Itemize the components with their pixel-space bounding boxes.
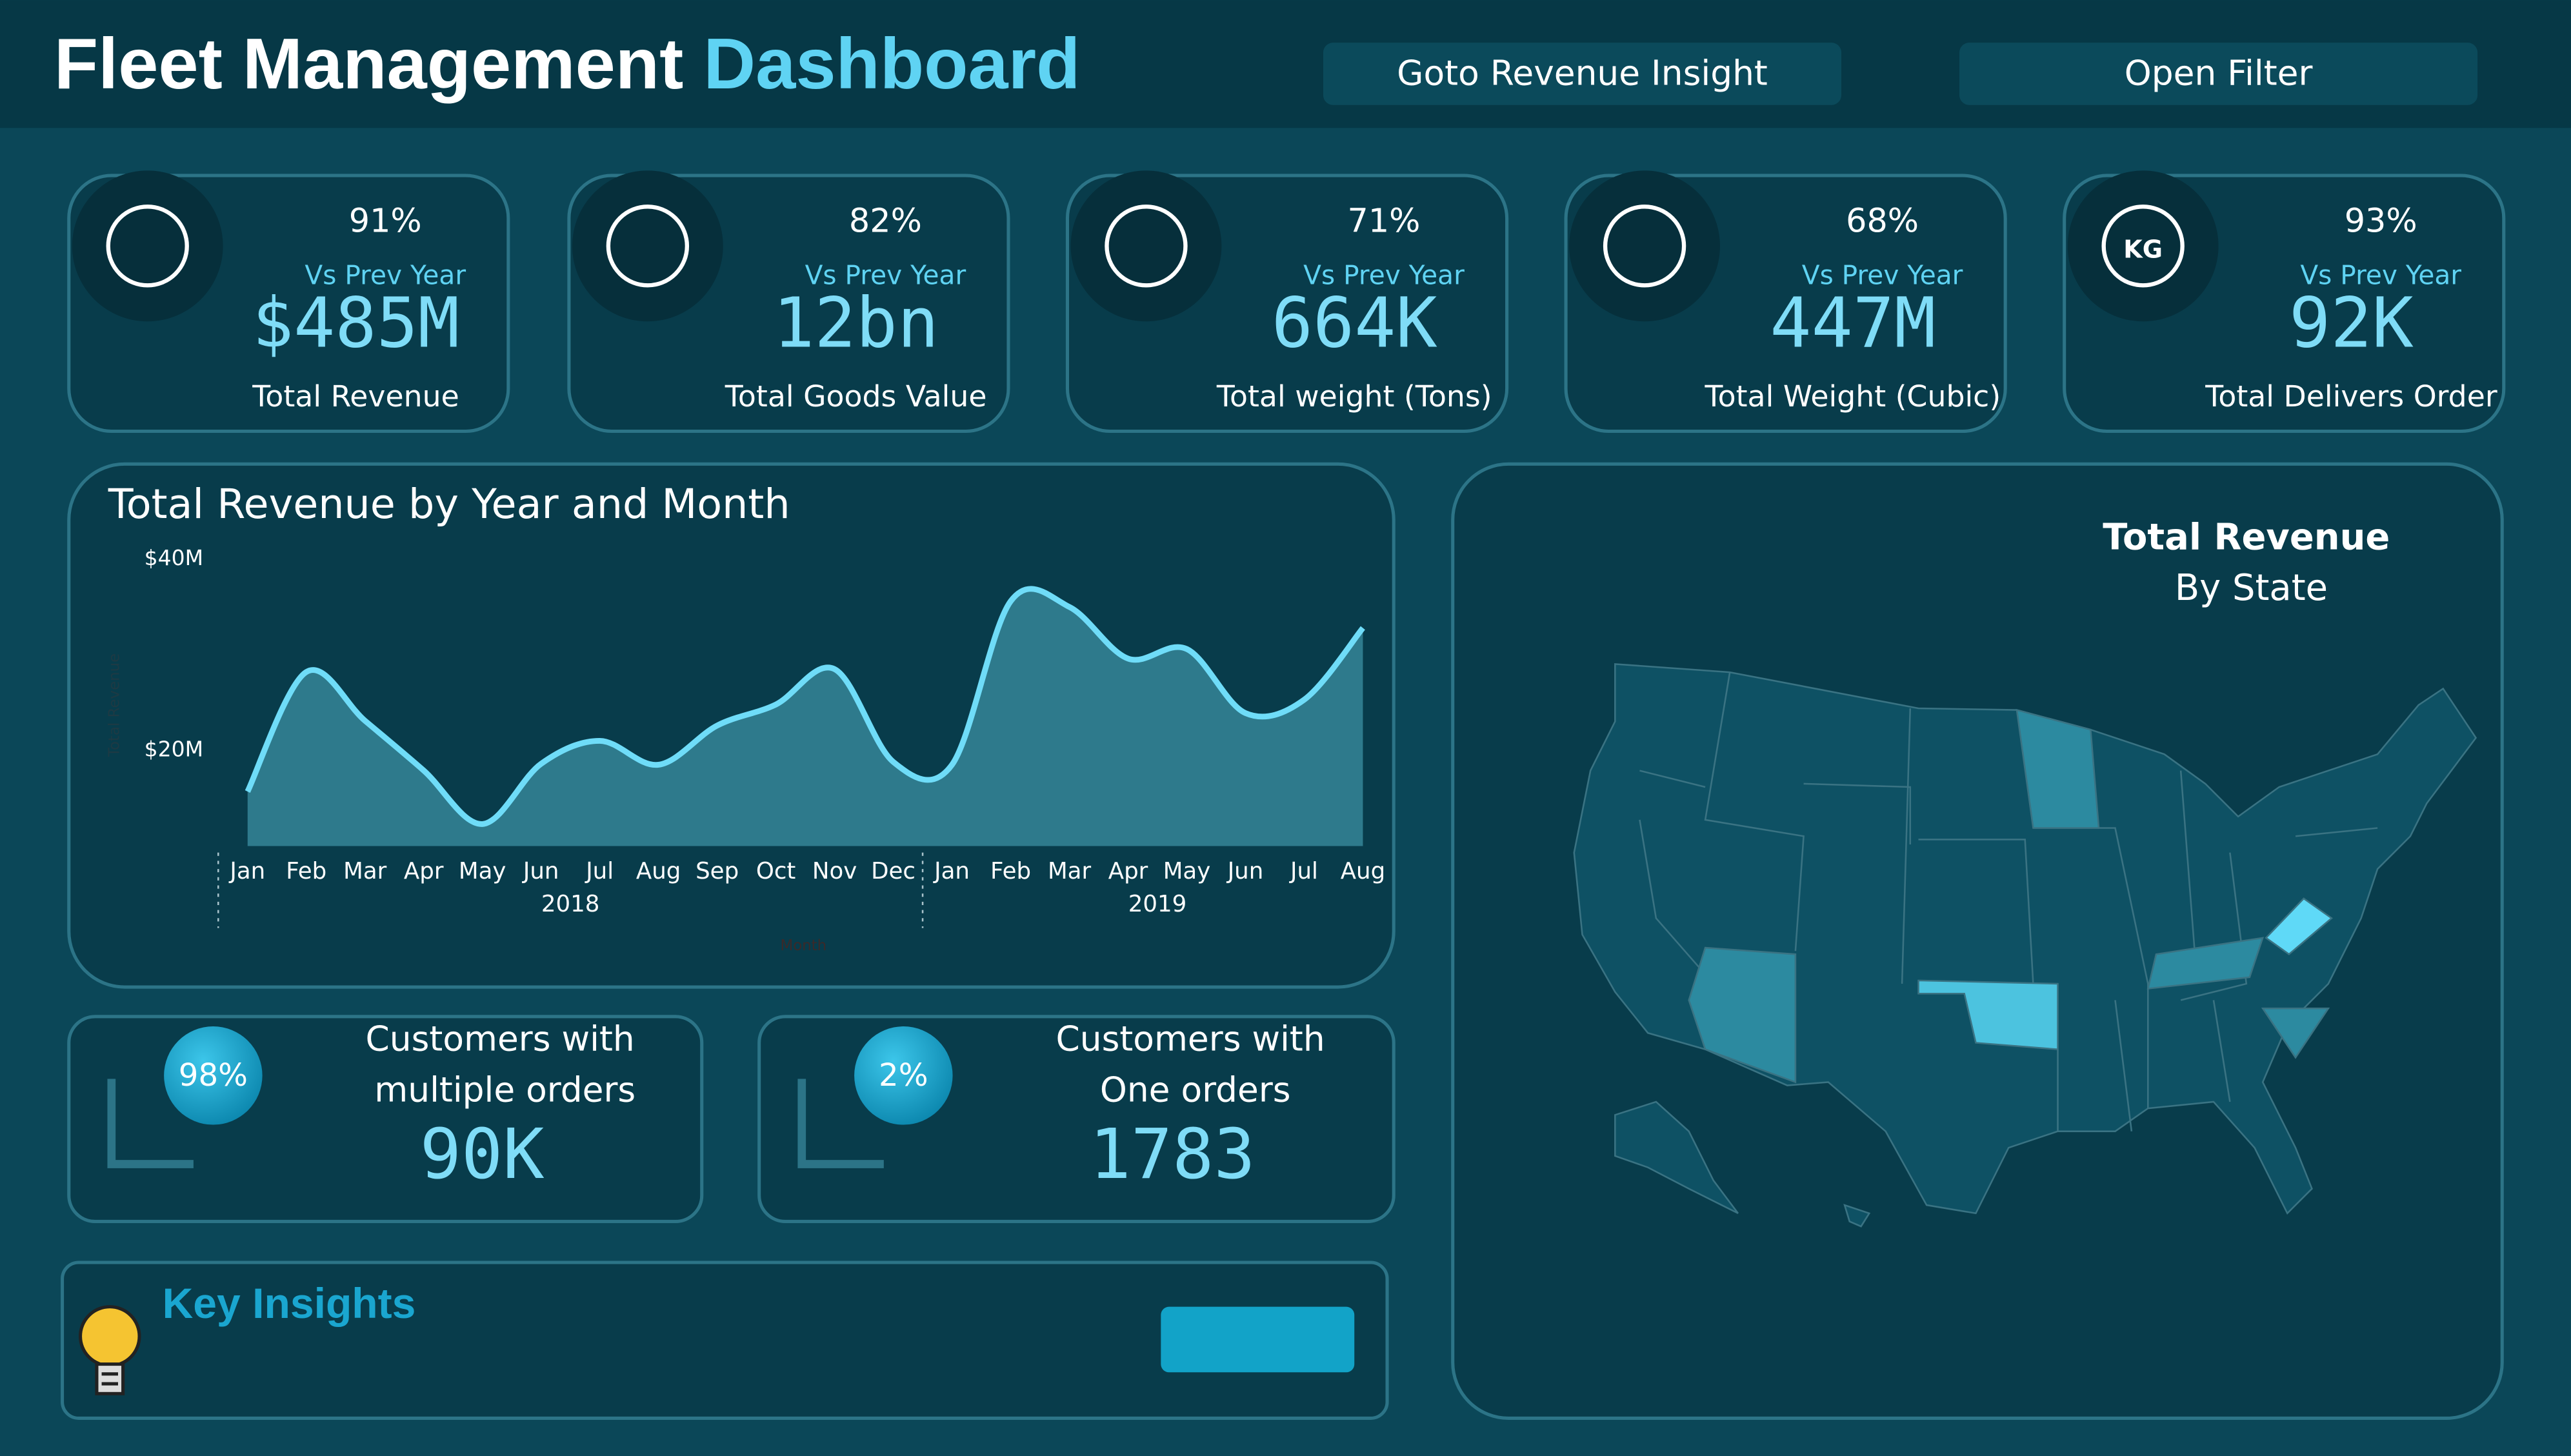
kpi-value: 447M	[1770, 284, 1936, 364]
kpi-value: 92K	[2289, 284, 2414, 364]
x-tick-label: Mar	[1048, 858, 1091, 884]
x-tick-label: Aug	[1341, 858, 1385, 884]
kpi-value: 12bn	[773, 284, 939, 364]
x-tick-label: Jul	[585, 858, 614, 884]
kpi-change: 71%	[1348, 202, 1421, 240]
kpi-label: Total Revenue	[252, 379, 459, 414]
x-tick-label: Feb	[990, 858, 1031, 884]
kpi-icon	[606, 204, 690, 288]
kpi-compare: Vs Prev Year	[305, 260, 466, 291]
kpi-icon-bg	[1070, 170, 1222, 322]
x-tick-label: Oct	[756, 858, 796, 884]
kpi-icon	[1105, 204, 1188, 288]
button-label[interactable]: Goto Revenue Insight	[1397, 53, 1768, 94]
insights-card	[61, 1261, 1389, 1420]
button-bg[interactable]	[1323, 43, 1842, 105]
x-tick-label: May	[1163, 858, 1211, 884]
kpi-compare: Vs Prev Year	[1802, 260, 1963, 291]
customer-value: 90K	[420, 1115, 545, 1195]
x-tick-label: Apr	[404, 858, 444, 884]
kpi-icon	[2101, 204, 2185, 288]
x-tick-label: Mar	[343, 858, 386, 884]
x-tick-label: Nov	[812, 858, 857, 884]
x-tick-label: Jun	[522, 858, 559, 884]
title-accent: Dashboard	[703, 23, 1080, 103]
kpi-change: 93%	[2345, 202, 2417, 240]
kpi-label: Total Delivers Order	[2205, 379, 2497, 414]
customer-value: 1783	[1090, 1115, 1255, 1195]
map-title: Total Revenue	[2103, 516, 2390, 558]
kpi-icon-bg	[72, 170, 223, 322]
x-tick-label: May	[459, 858, 506, 884]
kpi-icon	[1603, 204, 1686, 288]
button-label[interactable]: Open Filter	[2125, 53, 2313, 94]
kpi-value: $485M	[252, 284, 459, 364]
kpi-change: 91%	[349, 202, 422, 240]
kpi-compare: Vs Prev Year	[1303, 260, 1465, 291]
area-line	[245, 586, 1365, 827]
kpi-value: 664K	[1272, 284, 1437, 364]
x-tick-label: Jul	[1289, 858, 1318, 884]
kpi-label: Total Goods Value	[725, 379, 987, 414]
title: Fleet Management Dashboard	[54, 23, 1081, 103]
insights-button[interactable]	[1161, 1306, 1355, 1373]
button[interactable]: Open Filter	[1959, 43, 2478, 105]
kpi-label: Total Weight (Cubic)	[1704, 379, 2001, 414]
kpi-change: 68%	[1846, 202, 1919, 240]
x-tick-label: Jun	[1226, 858, 1264, 884]
kpi-compare: Vs Prev Year	[2300, 260, 2461, 291]
share-label: 2%	[879, 1057, 928, 1093]
year-label: 2019	[1128, 891, 1187, 917]
kpi-icon-bg	[1569, 170, 1720, 322]
x-tick-label: Dec	[871, 858, 915, 884]
kpi-icon-text: KG	[2123, 235, 2163, 263]
x-tick-label: Jan	[933, 858, 970, 884]
y-tick-label: $40M	[145, 545, 204, 570]
card-deco	[797, 1079, 884, 1168]
kpi-label: Total weight (Tons)	[1216, 379, 1492, 414]
x-tick-label: Feb	[286, 858, 326, 884]
y-tick-label: $20M	[145, 737, 204, 762]
customer-line: Customers with	[366, 1019, 635, 1059]
customer-line: Customers with	[1056, 1019, 1325, 1059]
x-tick-label: Apr	[1108, 858, 1148, 884]
chart-title: Total Revenue by Year and Month	[108, 480, 790, 528]
kpi-icon-bg	[572, 170, 723, 322]
card-deco	[107, 1079, 194, 1168]
map-subtitle: By State	[2175, 567, 2328, 609]
share-label: 98%	[179, 1057, 248, 1093]
x-tick-label: Aug	[636, 858, 681, 884]
kpi-icon-bg	[2067, 170, 2219, 322]
title-main: Fleet Management	[54, 23, 683, 103]
kpi-compare: Vs Prev Year	[805, 260, 966, 291]
bulb-icon	[78, 1305, 141, 1395]
share-badge	[854, 1026, 953, 1125]
kpi-icon	[106, 204, 189, 288]
insights-title: Key Insights	[163, 1280, 416, 1328]
button[interactable]: Goto Revenue Insight	[1323, 43, 1842, 105]
share-badge	[164, 1026, 263, 1125]
kpi-change: 82%	[849, 202, 922, 240]
y-axis-label: Total Revenue	[106, 653, 123, 757]
button-bg[interactable]	[1959, 43, 2478, 105]
us-map	[1573, 663, 2477, 1228]
customer-line: multiple orders	[374, 1069, 635, 1110]
customer-line: One orders	[1100, 1069, 1291, 1110]
x-tick-label: Jan	[228, 858, 265, 884]
x-tick-label: Sep	[695, 858, 739, 884]
year-label: 2018	[541, 891, 600, 917]
x-axis-label: Month	[780, 937, 826, 954]
